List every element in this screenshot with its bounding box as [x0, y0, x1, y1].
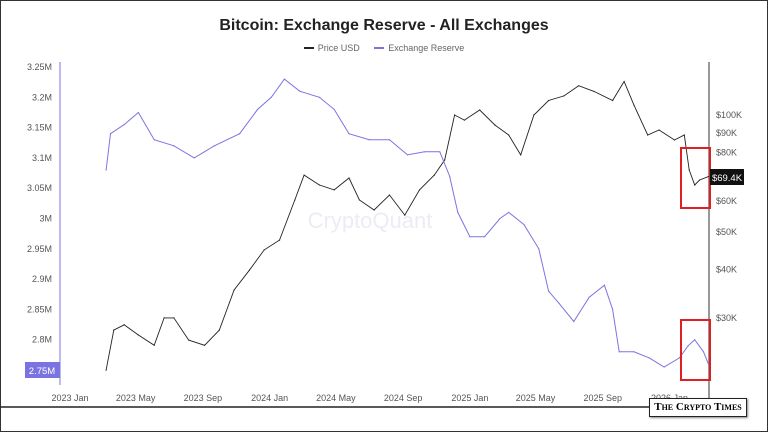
- highlight-box-reserve: [680, 319, 711, 381]
- watermark: CryptoQuant: [308, 208, 433, 233]
- x-tick-label: 2023 Sep: [184, 393, 223, 403]
- legend-label-reserve: Exchange Reserve: [388, 43, 465, 53]
- series-line-price: [105, 80, 709, 371]
- current-reserve-label: 2.75M: [29, 366, 55, 377]
- current-price-badge: [710, 169, 744, 185]
- legend-item-reserve[interactable]: Exchange Reserve: [374, 43, 464, 53]
- y-right-tick-label: $30K: [716, 313, 737, 323]
- x-tick-label: 2023 Jan: [51, 393, 88, 403]
- x-tick-label: 2023 May: [116, 393, 156, 403]
- series-line-reserve: [105, 78, 709, 368]
- x-tick-label: 2025 Jan: [451, 393, 488, 403]
- the-crypto-times-logo: The Crypto Times: [649, 398, 747, 417]
- legend-swatch-reserve: [374, 47, 385, 49]
- current-price-label: $69.4K: [712, 173, 743, 184]
- legend-item-price[interactable]: Price USD: [303, 43, 360, 53]
- y-left-tick-label: 3.1M: [32, 153, 52, 163]
- y-left-tick-label: 3.2M: [32, 92, 52, 102]
- y-right-tick-label: $90K: [716, 128, 737, 138]
- y-right-tick-label: $80K: [716, 148, 737, 158]
- y-left-tick-label: 2.9M: [32, 274, 52, 284]
- x-tick-label: 2024 Jan: [251, 393, 288, 403]
- legend-swatch-price: [303, 47, 314, 49]
- x-tick-label: 2024 May: [316, 393, 356, 403]
- y-right-tick-label: $60K: [716, 196, 737, 206]
- y-left-tick-label: 2.95M: [27, 244, 52, 254]
- y-left-tick-label: 3.15M: [27, 123, 52, 133]
- x-tick-label: 2024 Sep: [384, 393, 423, 403]
- current-reserve-badge: [25, 362, 60, 378]
- y-right-tick-label: $100K: [716, 110, 742, 120]
- y-left-tick-label: 3.25M: [27, 62, 52, 72]
- legend: Price USD Exchange Reserve: [0, 41, 768, 53]
- y-right-tick-label: $50K: [716, 227, 737, 237]
- legend-label-price: Price USD: [317, 43, 360, 53]
- y-left-tick-label: 3M: [39, 214, 52, 224]
- y-left-tick-label: 2.8M: [32, 335, 52, 345]
- y-left-tick-label: 2.85M: [27, 304, 52, 314]
- x-tick-label: 2025 May: [516, 393, 556, 403]
- chart-title: Bitcoin: Exchange Reserve - All Exchange…: [219, 17, 549, 34]
- y-right-tick-label: $40K: [716, 264, 737, 274]
- y-left-tick-label: 3.05M: [27, 183, 52, 193]
- x-tick-label: 2025 Sep: [584, 393, 623, 403]
